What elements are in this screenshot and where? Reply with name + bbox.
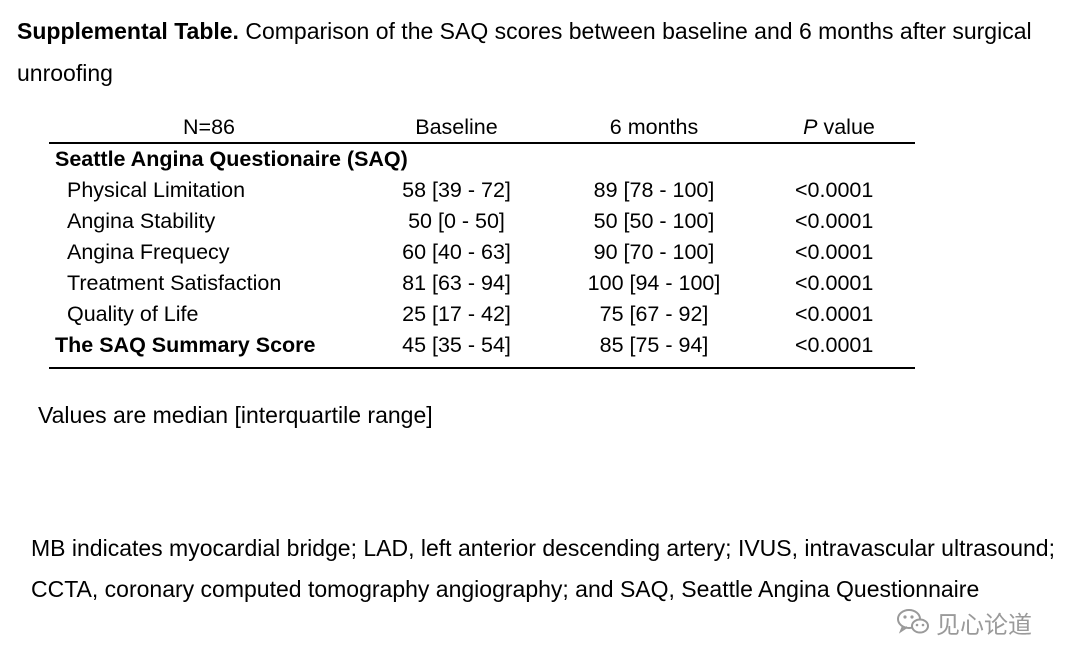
watermark-text: 见心论道 — [936, 611, 1032, 639]
row-label: The SAQ Summary Score — [55, 333, 316, 357]
summary-row: The SAQ Summary Score 45 [35 - 54] 85 [7… — [49, 330, 915, 361]
table-row: Physical Limitation 58 [39 - 72] 89 [78 … — [49, 175, 915, 206]
p-value-cell: <0.0001 — [795, 209, 874, 233]
header-p-suffix: value — [817, 115, 875, 139]
table-bottom-rule — [49, 367, 915, 369]
abbreviations-footnote: MB indicates myocardial bridge; LAD, lef… — [31, 535, 1055, 602]
six-months-cell: 85 [75 - 94] — [599, 333, 709, 357]
six-months-cell: 50 [50 - 100] — [593, 209, 715, 233]
six-months-cell: 100 [94 - 100] — [587, 271, 721, 295]
header-6-months: 6 months — [609, 115, 699, 139]
caption-label: Supplemental Table. — [17, 18, 239, 44]
table-row: Angina Frequecy 60 [40 - 63] 90 [70 - 10… — [49, 237, 915, 268]
p-value-cell: <0.0001 — [795, 178, 874, 202]
six-months-cell: 75 [67 - 92] — [599, 302, 709, 326]
section-row: Seattle Angina Questionaire (SAQ) — [49, 144, 915, 175]
table-note: Values are median [interquartile range] — [38, 402, 433, 428]
caption-text: Comparison of the SAQ scores between bas… — [17, 18, 1032, 86]
table-row: Quality of Life 25 [17 - 42] 75 [67 - 92… — [49, 299, 915, 330]
baseline-cell: 58 [39 - 72] — [402, 178, 511, 202]
p-value-cell: <0.0001 — [795, 271, 874, 295]
p-value-cell: <0.0001 — [795, 333, 874, 357]
row-label: Physical Limitation — [67, 178, 246, 202]
watermark: 见心论道 — [896, 605, 1032, 639]
table-row: Treatment Satisfaction 81 [63 - 94] 100 … — [49, 268, 915, 299]
p-value-cell: <0.0001 — [795, 302, 874, 326]
header-n: N=86 — [183, 115, 235, 139]
baseline-cell: 25 [17 - 42] — [402, 302, 511, 326]
saq-table: N=86 Baseline 6 months P value Seattle A… — [49, 112, 915, 369]
row-label: Angina Frequecy — [67, 240, 230, 264]
row-label: Angina Stability — [67, 209, 216, 233]
row-label: Treatment Satisfaction — [67, 271, 282, 295]
section-title: Seattle Angina Questionaire (SAQ) — [55, 147, 408, 171]
baseline-cell: 50 [0 - 50] — [408, 209, 505, 233]
baseline-cell: 60 [40 - 63] — [402, 240, 511, 264]
six-months-cell: 90 [70 - 100] — [593, 240, 715, 264]
row-label: Quality of Life — [67, 302, 199, 326]
baseline-cell: 81 [63 - 94] — [402, 271, 511, 295]
p-value-cell: <0.0001 — [795, 240, 874, 264]
header-baseline: Baseline — [415, 115, 498, 139]
baseline-cell: 45 [35 - 54] — [402, 333, 511, 357]
header-p-italic: P — [803, 115, 818, 139]
header-p-value: P value — [769, 112, 909, 142]
six-months-cell: 89 [78 - 100] — [593, 178, 715, 202]
wechat-icon — [896, 607, 930, 637]
table-row: Angina Stability 50 [0 - 50] 50 [50 - 10… — [49, 206, 915, 237]
table-caption: Supplemental Table. Comparison of the SA… — [17, 10, 1067, 94]
table-header-row: N=86 Baseline 6 months P value — [49, 112, 915, 144]
